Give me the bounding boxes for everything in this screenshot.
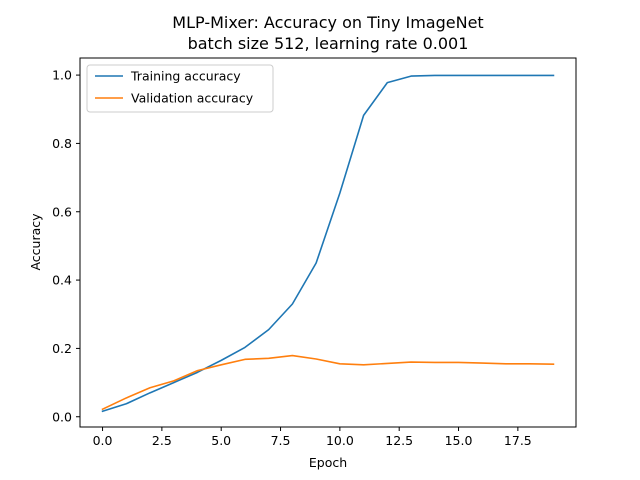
x-tick-label: 10.0	[326, 433, 354, 448]
x-tick-label: 17.5	[504, 433, 532, 448]
y-tick-label: 0.4	[52, 273, 72, 288]
plot-area	[79, 57, 577, 428]
chart-subtitle: batch size 512, learning rate 0.001	[188, 34, 469, 53]
x-tick-label: 5.0	[211, 433, 231, 448]
legend-label-training: Training accuracy	[130, 69, 241, 84]
y-tick-label: 0.6	[52, 204, 72, 219]
series-lines	[101, 74, 555, 413]
y-tick-label: 0.0	[52, 409, 72, 424]
legend: Training accuracy Validation accuracy	[86, 64, 274, 113]
y-tick-label: 0.8	[52, 136, 72, 151]
y-tick-label: 0.2	[52, 341, 72, 356]
legend-box	[86, 64, 274, 113]
x-tick-label: 7.5	[271, 433, 291, 448]
training-accuracy-line	[101, 74, 555, 413]
x-tick-label: 15.0	[445, 433, 473, 448]
y-axis-ticks: 0.0 0.2 0.4 0.6 0.8 1.0	[52, 68, 80, 424]
plot-frame	[79, 57, 577, 428]
chart-title: MLP-Mixer: Accuracy on Tiny ImageNet	[172, 13, 483, 32]
x-tick-label: 12.5	[385, 433, 413, 448]
y-tick-label: 1.0	[52, 68, 72, 83]
legend-label-validation: Validation accuracy	[131, 91, 254, 106]
x-axis-label: Epoch	[309, 455, 347, 470]
x-tick-label: 2.5	[152, 433, 172, 448]
x-tick-label: 0.0	[93, 433, 113, 448]
validation-accuracy-line	[101, 354, 555, 411]
x-axis-ticks: 0.0 2.5 5.0 7.5 10.0 12.5 15.0 17.5	[93, 427, 532, 448]
y-axis-label: Accuracy	[28, 213, 43, 271]
